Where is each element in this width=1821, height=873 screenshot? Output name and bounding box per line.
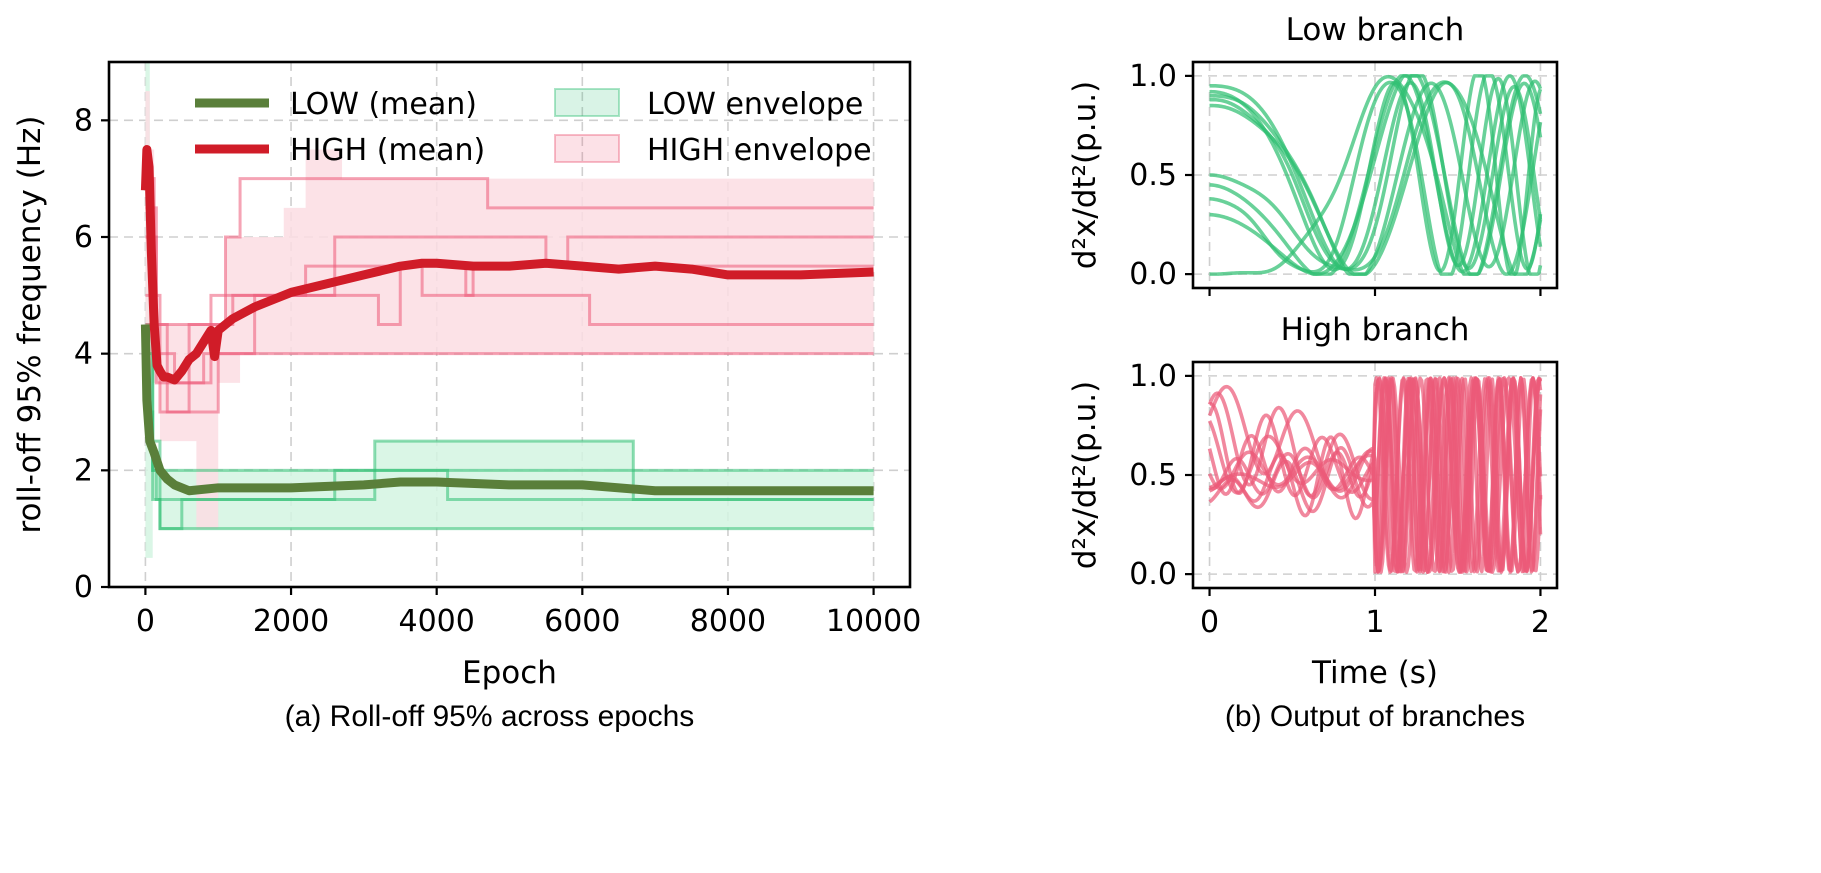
panel-a-legend: LOW (mean) HIGH (mean) LOW envelope HIGH en… bbox=[195, 87, 872, 168]
legend-label: HIGH (mean) bbox=[290, 133, 485, 168]
panel-a-caption: (a) Roll-off 95% across epochs bbox=[285, 700, 695, 733]
panel-a-x-axis-label: Epoch bbox=[462, 655, 557, 691]
high-mean-line bbox=[140, 145, 874, 385]
low-branch-curves bbox=[1209, 74, 1543, 276]
low-branch-curve bbox=[1209, 74, 1543, 276]
y-tick-label: 0 bbox=[74, 570, 93, 605]
y-tick-label: 8 bbox=[74, 103, 93, 138]
panel-b-low-branch: 0.0 0.5 1.0 Low branch d²x/dt²(p.u.) bbox=[1067, 12, 1559, 296]
panel-a-envelopes bbox=[145, 62, 874, 558]
high-envelope-run-line bbox=[145, 235, 874, 414]
low-branch-curve bbox=[1209, 76, 1543, 276]
y-tick-label: 2 bbox=[74, 453, 93, 488]
high-branch-title: High branch bbox=[1281, 312, 1470, 348]
high-branch-curve bbox=[1208, 376, 1543, 574]
x-tick-label: 8000 bbox=[690, 604, 766, 639]
x-tick-label: 10000 bbox=[826, 604, 921, 639]
y-tick-label: 0.5 bbox=[1129, 158, 1177, 193]
panel-a-y-axis-label: roll-off 95% frequency (Hz) bbox=[12, 115, 48, 533]
high-branch-curves bbox=[1207, 376, 1543, 574]
high-branch-curve bbox=[1208, 376, 1543, 574]
panel-a-mean-lines bbox=[140, 145, 874, 496]
x-tick-label: 0 bbox=[1200, 605, 1219, 640]
legend-swatch-patch bbox=[554, 134, 620, 163]
low-branch-curve bbox=[1209, 74, 1543, 276]
y-tick-label: 0.0 bbox=[1129, 557, 1177, 592]
x-tick-label: 6000 bbox=[544, 604, 620, 639]
low-branch-curve bbox=[1209, 80, 1543, 276]
low-branch-y-axis-label: d²x/dt²(p.u.) bbox=[1067, 81, 1103, 269]
high-branch-ticks: 0 1 2 0.0 0.5 1.0 bbox=[1129, 359, 1550, 640]
y-tick-label: 1.0 bbox=[1129, 59, 1177, 94]
y-tick-label: 6 bbox=[74, 220, 93, 255]
legend-label: HIGH envelope bbox=[647, 133, 872, 168]
y-tick-label: 0.0 bbox=[1129, 257, 1177, 292]
high-envelope-fill bbox=[145, 91, 874, 529]
panel-a-ticks: 0 2000 4000 6000 8000 10000 0 2 4 6 8 bbox=[74, 103, 921, 639]
x-tick-label: 2000 bbox=[253, 604, 329, 639]
high-branch-y-axis-label: d²x/dt²(p.u.) bbox=[1067, 381, 1103, 569]
low-branch-ticks: 0.0 0.5 1.0 bbox=[1129, 59, 1542, 296]
y-tick-label: 4 bbox=[74, 337, 93, 372]
y-tick-label: 1.0 bbox=[1129, 359, 1177, 394]
panel-a-frame bbox=[107, 60, 912, 589]
low-mean-line bbox=[140, 324, 874, 496]
panel-b-caption: (b) Output of branches bbox=[1225, 700, 1525, 733]
low-branch-title: Low branch bbox=[1286, 12, 1465, 48]
panel-a-rolloff: 0 2000 4000 6000 8000 10000 0 2 4 6 8 LOW (mean) HI… bbox=[12, 60, 921, 733]
low-envelope-run-line bbox=[145, 439, 874, 531]
y-tick-label: 0.5 bbox=[1129, 458, 1177, 493]
high-branch-curve bbox=[1207, 376, 1542, 574]
x-tick-label: 0 bbox=[136, 604, 155, 639]
legend-swatch-patch bbox=[554, 88, 620, 117]
legend-label: LOW (mean) bbox=[290, 87, 477, 122]
low-branch-curve bbox=[1209, 74, 1543, 276]
panel-b-high-branch: 0 1 2 0.0 0.5 1.0 High branch d²x/dt²(p.u.) T… bbox=[1067, 312, 1559, 733]
x-tick-label: 1 bbox=[1365, 605, 1384, 640]
high-branch-x-axis-label: Time (s) bbox=[1311, 655, 1438, 691]
x-tick-label: 4000 bbox=[399, 604, 475, 639]
x-tick-label: 2 bbox=[1531, 605, 1550, 640]
legend-label: LOW envelope bbox=[647, 87, 863, 122]
